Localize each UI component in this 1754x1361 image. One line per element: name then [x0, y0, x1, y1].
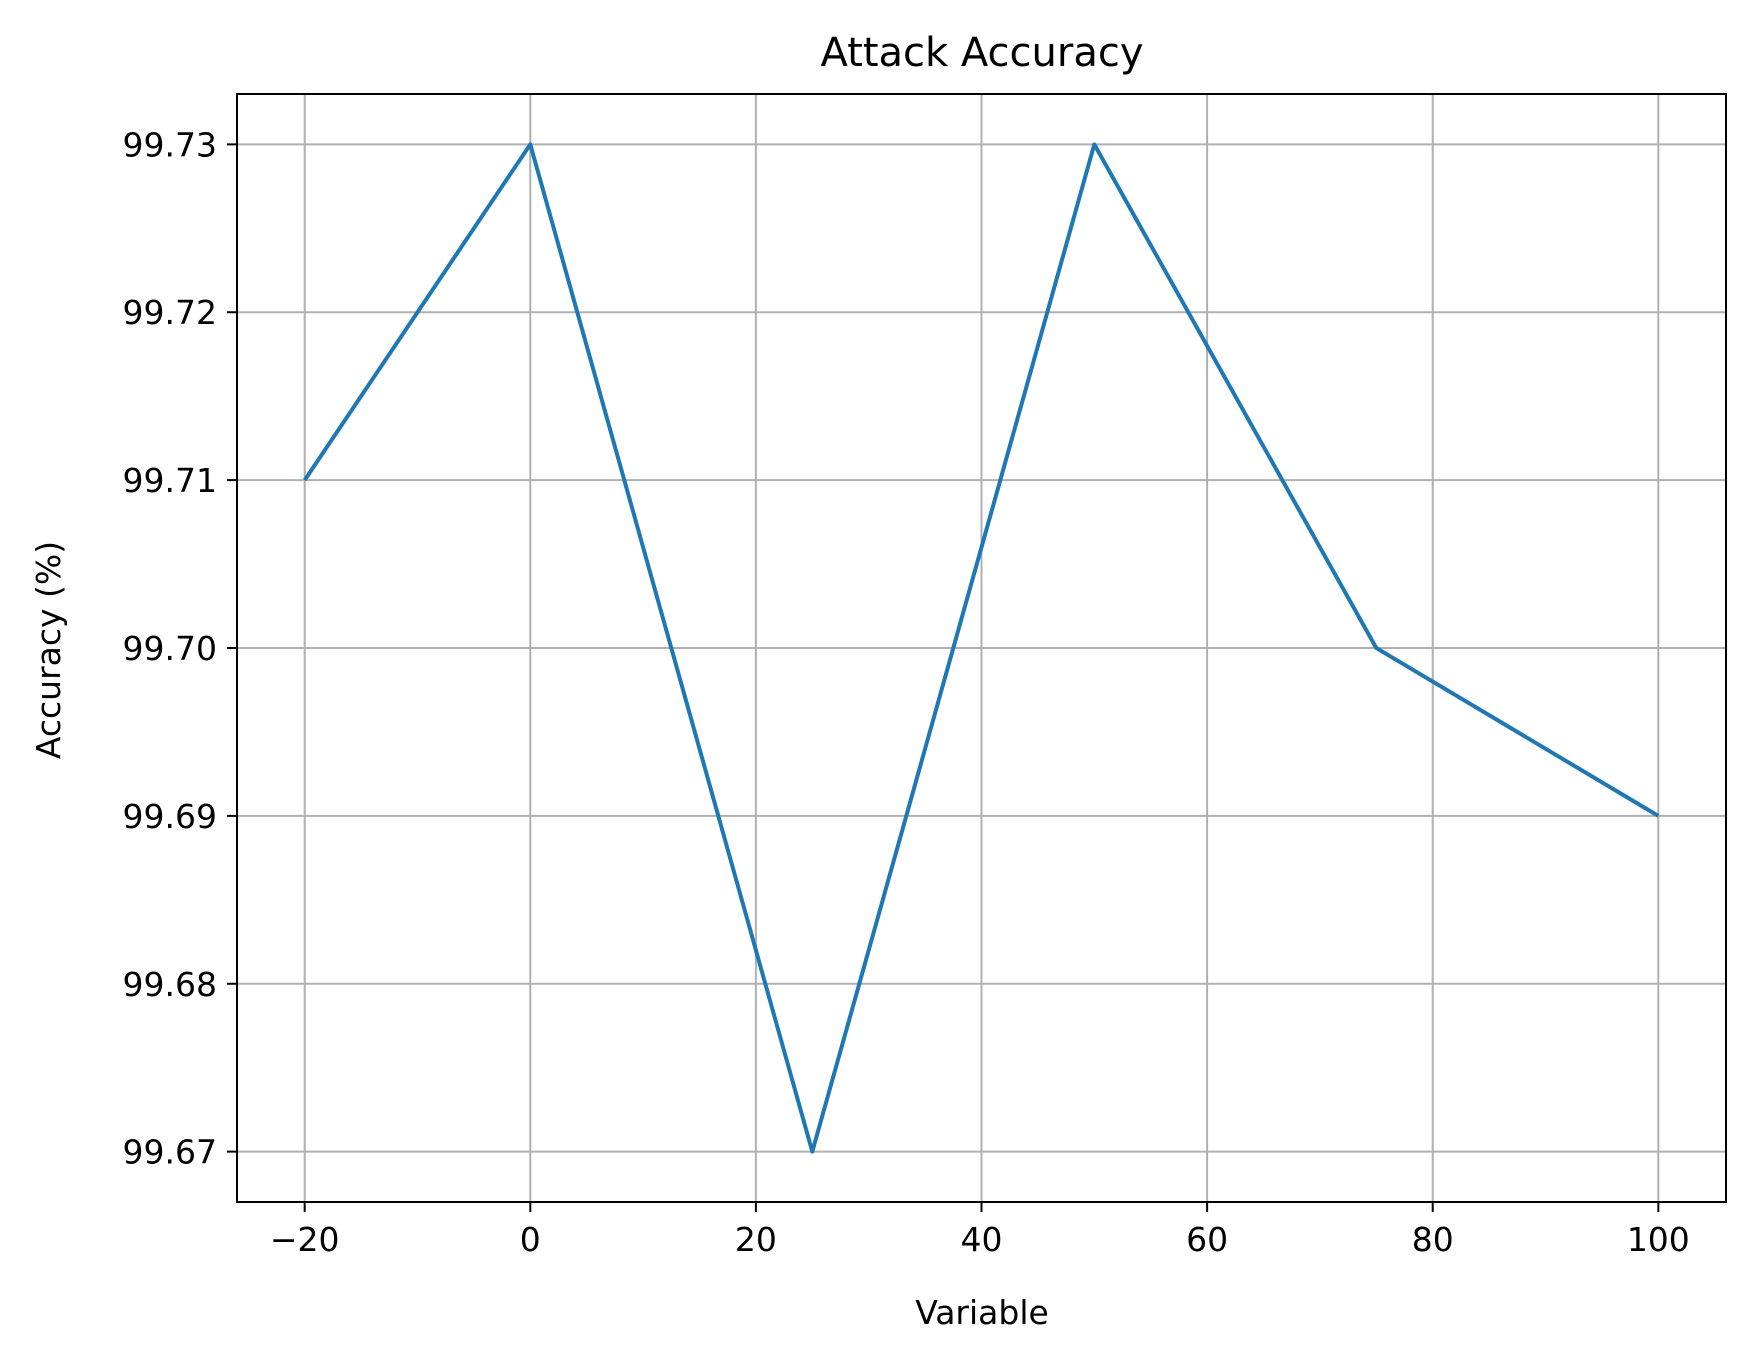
x-tick-label: −20	[270, 1220, 340, 1259]
x-axis: −20 0 20 40 60 80 100	[270, 1202, 1690, 1259]
grid	[237, 94, 1726, 1202]
y-tick-label: 99.73	[123, 125, 217, 164]
y-tick-label: 99.67	[123, 1133, 217, 1172]
series-line-1	[303, 142, 1660, 1154]
x-tick-label: 60	[1186, 1220, 1228, 1259]
series-layer	[303, 142, 1660, 1154]
y-axis: 99.67 99.68 99.69 99.70 99.71 99.72 99.73	[123, 125, 237, 1172]
y-tick-label: 99.72	[123, 293, 217, 332]
x-axis-title: Variable	[915, 1293, 1049, 1332]
x-tick-label: 20	[735, 1220, 777, 1259]
x-tick-label: 80	[1412, 1220, 1454, 1259]
chart-title: Attack Accuracy	[820, 30, 1143, 76]
y-tick-label: 99.71	[123, 461, 217, 500]
y-tick-label: 99.68	[123, 965, 217, 1004]
x-tick-label: 40	[961, 1220, 1003, 1259]
y-tick-label: 99.69	[123, 797, 217, 836]
x-tick-label: 100	[1627, 1220, 1690, 1259]
x-tick-label: 0	[520, 1220, 541, 1259]
y-tick-label: 99.70	[123, 629, 217, 668]
y-axis-title: Accuracy (%)	[29, 541, 68, 759]
